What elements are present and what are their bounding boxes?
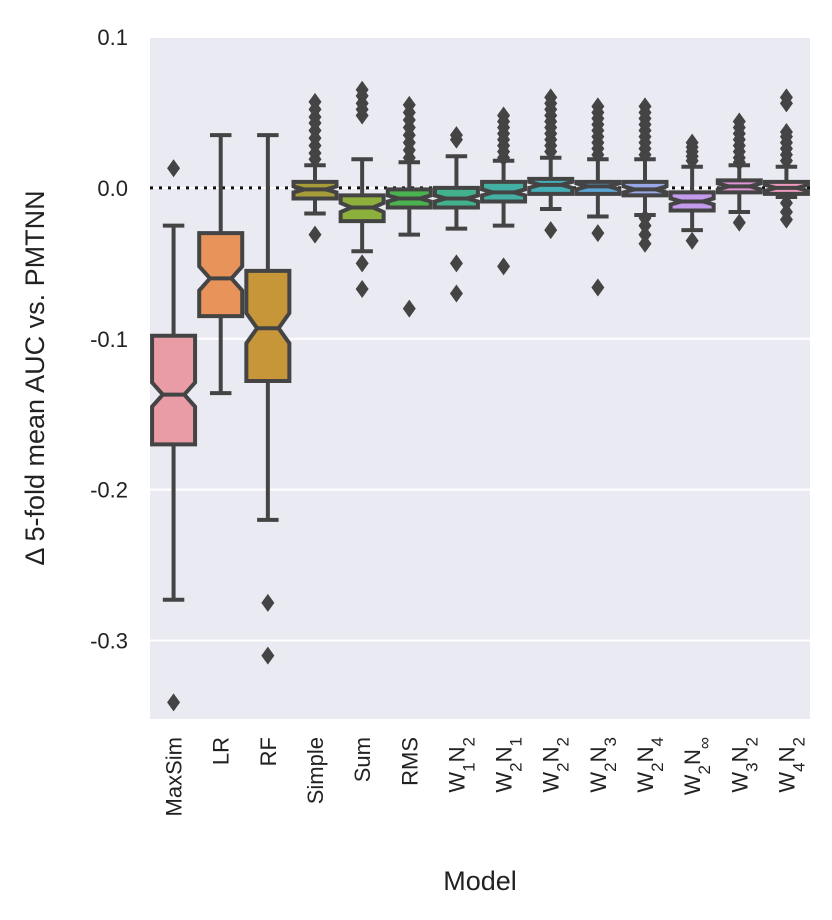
box-group [432, 126, 480, 303]
x-tick-label: Sum [350, 737, 375, 782]
y-tick-label: -0.1 [90, 327, 128, 352]
x-tick-label: RF [256, 737, 281, 766]
box-group [574, 97, 622, 297]
outlier-point [638, 145, 652, 164]
outlier-point [167, 693, 181, 712]
x-tick-label: MaxSim [162, 737, 187, 816]
y-tick-label: -0.3 [90, 629, 128, 654]
outlier-point [591, 224, 605, 243]
outlier-point [167, 159, 181, 178]
outlier-point [497, 148, 511, 167]
outlier-point [544, 221, 558, 240]
outlier-point [591, 145, 605, 164]
x-tick-label: W1N2 [444, 737, 478, 793]
x-tick-label: W3N2 [727, 737, 761, 793]
outlier-point [308, 150, 322, 169]
outlier-point [732, 213, 746, 232]
box-group [244, 133, 292, 665]
box-group [197, 133, 245, 396]
outlier-point [685, 151, 699, 170]
outlier-point [261, 646, 275, 665]
outlier-point [779, 94, 793, 113]
outlier-point [685, 231, 699, 250]
outlier-point [355, 279, 369, 298]
x-tick-label: W2N4 [633, 737, 667, 793]
outlier-point [544, 142, 558, 161]
outlier-point [732, 153, 746, 172]
x-tick-label: Simple [303, 737, 328, 804]
box-group [385, 95, 433, 318]
outlier-point [591, 278, 605, 297]
outlier-point [638, 216, 652, 235]
outlier-point [449, 284, 463, 303]
x-axis-title: Model [443, 866, 517, 896]
y-axis-title: Δ 5-fold mean AUC vs. PMTNN [20, 190, 50, 565]
outlier-point [402, 299, 416, 318]
outlier-point [779, 151, 793, 170]
box-group [762, 88, 810, 229]
outlier-point [449, 254, 463, 273]
outlier-point [308, 225, 322, 244]
y-tick-label: 0.0 [97, 176, 128, 201]
outlier-point [355, 254, 369, 273]
x-tick-label: RMS [397, 737, 422, 786]
outlier-point [355, 106, 369, 125]
y-tick-label: 0.1 [97, 25, 128, 50]
box-group [150, 159, 198, 712]
outlier-point [638, 225, 652, 244]
boxes [150, 80, 810, 712]
box-body [244, 268, 292, 384]
x-tick-label: LR [209, 737, 234, 765]
x-tick-label: W2N2 [539, 737, 573, 793]
box-group [668, 133, 716, 250]
box-group [480, 106, 528, 276]
x-tick-label: W2N3 [586, 737, 620, 793]
box-group [715, 112, 763, 232]
outlier-point [261, 593, 275, 612]
y-tick-label: -0.2 [90, 478, 128, 503]
outlier-point [497, 257, 511, 276]
x-axis-ticks: MaxSim LR RF Simple Sum RMS W1N2 W2N1 W2N2 W2N3 W2… [162, 737, 808, 816]
box-body [150, 333, 198, 447]
x-tick-label: W2N∞ [680, 737, 714, 795]
y-axis-ticks: 0.1 0.0 -0.1 -0.2 -0.3 [90, 25, 128, 654]
outlier-point [449, 130, 463, 149]
x-tick-label: W4N2 [774, 737, 808, 793]
box-group [527, 88, 575, 240]
outlier-point [402, 148, 416, 167]
box-body [197, 231, 245, 319]
outlier-point [779, 210, 793, 229]
box-group [291, 92, 339, 244]
x-tick-label: W2N1 [492, 737, 525, 793]
box-group [338, 80, 386, 298]
outlier-point [779, 193, 793, 212]
outlier-point [638, 234, 652, 253]
box-group [621, 97, 669, 253]
